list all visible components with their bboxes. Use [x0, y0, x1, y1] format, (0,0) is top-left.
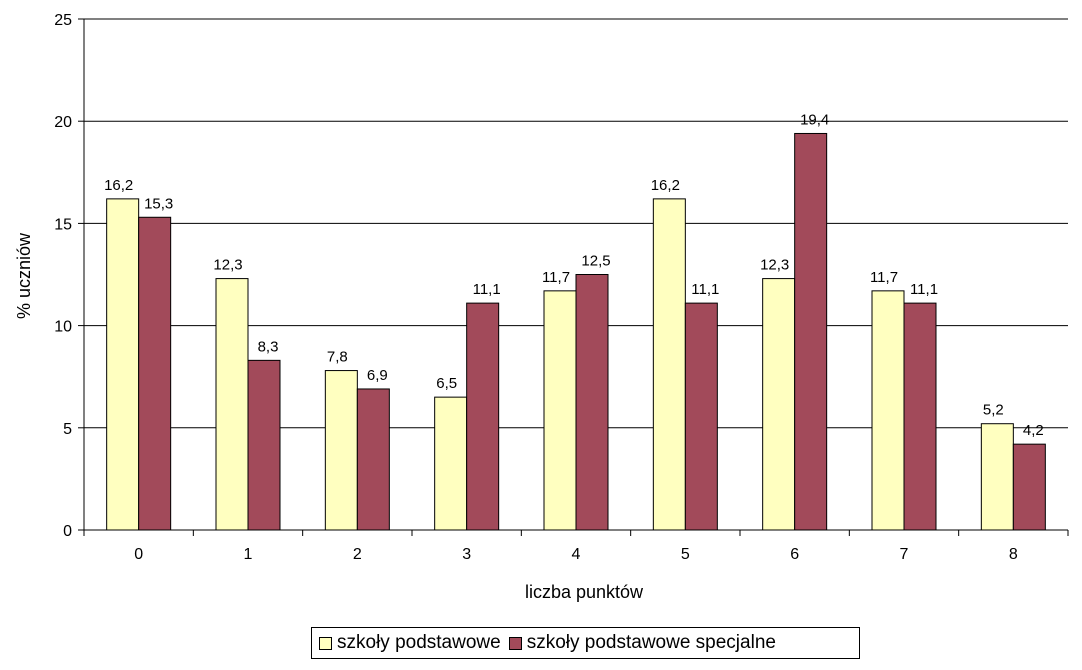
y-tick-label: 15 — [54, 216, 72, 233]
bar-series-2 — [466, 302, 500, 531]
data-label: 19,4 — [800, 111, 829, 128]
data-label: 12,5 — [581, 253, 610, 270]
axes: 0 5 10 15 20 25 0 1 2 3 4 5 6 7 8 — [54, 12, 1069, 563]
data-label: 11,1 — [473, 281, 501, 298]
data-label: 4,2 — [1023, 422, 1044, 439]
data-label: 16,2 — [104, 177, 133, 194]
bar-series-2 — [1012, 443, 1046, 531]
y-tick-label: 25 — [54, 12, 72, 29]
y-tick-label: 5 — [63, 421, 72, 438]
bar-series-1 — [434, 396, 468, 531]
data-label: 6,9 — [367, 367, 388, 384]
bar-series-1 — [543, 290, 577, 531]
x-tick-label: 7 — [900, 546, 909, 563]
data-label: 11,1 — [691, 281, 719, 298]
data-label: 5,2 — [983, 402, 1004, 419]
x-axis-title: liczba punktów — [525, 582, 644, 602]
data-label: 12,3 — [213, 257, 242, 274]
bar-series-1 — [324, 370, 358, 531]
x-tick-label: 6 — [790, 546, 799, 563]
bar-series-1 — [106, 198, 140, 531]
legend-swatch-series-1 — [319, 636, 332, 650]
data-label: 11,7 — [870, 269, 898, 286]
bar-series-1 — [980, 423, 1014, 531]
x-tick-label: 0 — [134, 546, 143, 563]
x-tick-label: 2 — [353, 546, 362, 563]
data-label: 11,7 — [542, 269, 570, 286]
bar-series-1 — [215, 278, 249, 531]
data-labels: 16,2 12,3 7,8 6,5 11,7 16,2 12,3 11,7 5,2 15,3 8,3… — [104, 111, 1044, 439]
data-label: 15,3 — [144, 195, 173, 212]
x-tick-label: 1 — [244, 546, 253, 563]
x-tick-label: 5 — [681, 546, 690, 563]
data-label: 8,3 — [258, 338, 279, 355]
bar-series-2 — [575, 274, 609, 531]
bar-series-1 — [652, 198, 686, 531]
legend-label-series-1: szkoły podstawowe — [337, 632, 501, 653]
bar-series-2 — [794, 132, 828, 531]
bar-series-2 — [684, 302, 718, 531]
bars — [106, 132, 1046, 531]
x-tick-label: 4 — [572, 546, 581, 563]
legend-swatch-series-2 — [508, 636, 522, 650]
bar-series-1 — [762, 278, 796, 531]
data-label: 12,3 — [760, 257, 789, 274]
y-axis-title: % uczniów — [14, 232, 34, 319]
bar-series-2 — [247, 359, 281, 531]
bar-series-2 — [356, 388, 390, 531]
legend-item-series-1: szkoły podstawowe — [319, 632, 501, 654]
legend-label-series-2: szkoły podstawowe specjalne — [526, 632, 776, 653]
bar-series-2 — [903, 302, 937, 531]
data-label: 7,8 — [327, 349, 348, 366]
y-tick-label: 10 — [54, 319, 72, 336]
data-label: 11,1 — [910, 281, 938, 298]
legend: szkoły podstawowe szkoły podstawowe spec… — [311, 627, 860, 659]
data-label: 6,5 — [436, 375, 457, 392]
x-tick-label: 3 — [462, 546, 471, 563]
bar-series-2 — [138, 216, 172, 531]
data-label: 16,2 — [651, 177, 680, 194]
y-tick-label: 0 — [63, 523, 72, 540]
bar-chart: 16,2 12,3 7,8 6,5 11,7 16,2 12,3 11,7 5,2 15,3 8,3… — [14, 12, 1069, 602]
bar-series-1 — [871, 290, 905, 531]
y-tick-label: 20 — [54, 114, 72, 131]
x-tick-label: 8 — [1009, 546, 1018, 563]
legend-item-series-2: szkoły podstawowe specjalne — [508, 632, 776, 654]
